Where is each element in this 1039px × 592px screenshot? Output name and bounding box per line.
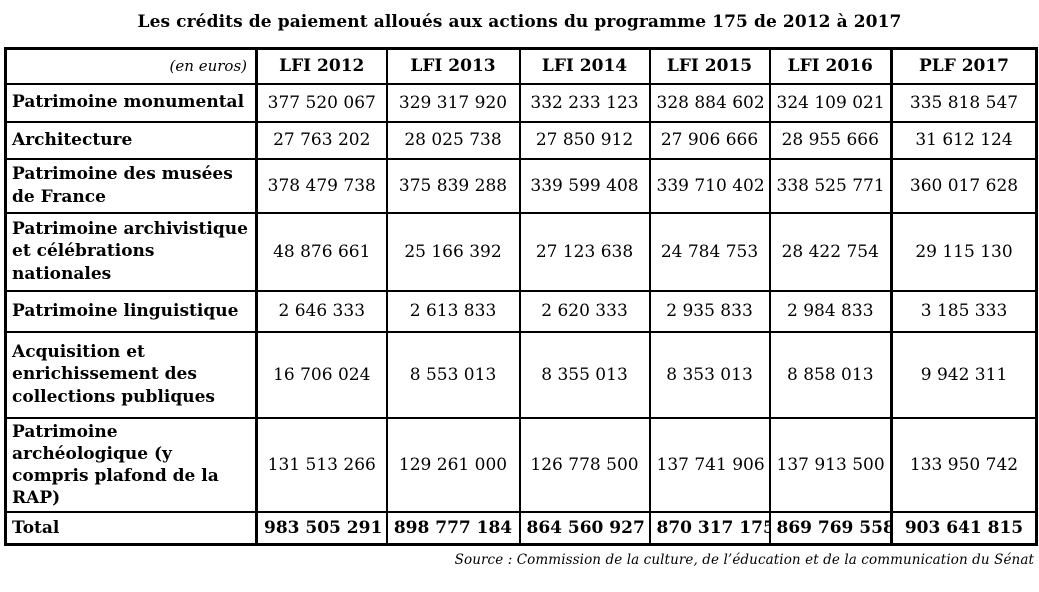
row-architecture: Architecture 27 763 202 28 025 738 27 85… — [4, 120, 1038, 160]
value-cell: 2 646 333 — [255, 289, 388, 333]
value-cell: 8 858 013 — [768, 330, 893, 419]
page-title: Les crédits de paiement alloués aux acti… — [137, 12, 902, 32]
value-cell: 339 599 408 — [518, 157, 651, 214]
value-cell: 328 884 602 — [648, 82, 771, 123]
column-header-lfi-2015: LFI 2015 — [648, 47, 771, 85]
value-cell: 377 520 067 — [255, 82, 388, 123]
value-cell: 375 839 288 — [385, 157, 521, 214]
value-cell: 8 353 013 — [648, 330, 771, 419]
value-cell: 137 741 906 — [648, 416, 771, 513]
value-cell: 2 620 333 — [518, 289, 651, 333]
row-label: Total — [4, 510, 258, 546]
value-cell: 8 553 013 — [385, 330, 521, 419]
row-label: Patrimoine linguistique — [4, 289, 258, 333]
column-header-lfi-2016: LFI 2016 — [768, 47, 893, 85]
row-label: Patrimoine archéologique (y compris plaf… — [4, 416, 258, 513]
value-cell: 27 123 638 — [518, 211, 651, 292]
value-cell: 324 109 021 — [768, 82, 893, 123]
document-page: Les crédits de paiement alloués aux acti… — [4, 12, 1038, 569]
value-cell: 29 115 130 — [890, 211, 1038, 292]
column-header-lfi-2014: LFI 2014 — [518, 47, 651, 85]
value-cell: 24 784 753 — [648, 211, 771, 292]
value-cell: 332 233 123 — [518, 82, 651, 123]
value-cell: 2 984 833 — [768, 289, 893, 333]
value-cell: 31 612 124 — [890, 120, 1038, 160]
credits-table: (en euros) LFI 2012 LFI 2013 LFI 2014 LF… — [4, 47, 1038, 547]
value-cell: 28 955 666 — [768, 120, 893, 160]
value-cell: 360 017 628 — [890, 157, 1038, 214]
value-cell: 126 778 500 — [518, 416, 651, 513]
unit-label-cell: (en euros) — [4, 47, 258, 85]
column-header-plf-2017: PLF 2017 — [890, 47, 1038, 85]
row-acquisition-collections: Acquisition et enrichissement des collec… — [4, 330, 1038, 419]
value-cell: 28 025 738 — [385, 120, 521, 160]
value-cell: 378 479 738 — [255, 157, 388, 214]
column-header-lfi-2012: LFI 2012 — [255, 47, 388, 85]
row-patrimoine-linguistique: Patrimoine linguistique 2 646 333 2 613 … — [4, 289, 1038, 333]
row-total: Total 983 505 291 898 777 184 864 560 92… — [4, 510, 1038, 546]
value-cell: 133 950 742 — [890, 416, 1038, 513]
row-patrimoine-archivistique: Patrimoine archivistique et célébrations… — [4, 211, 1038, 292]
value-cell: 131 513 266 — [255, 416, 388, 513]
value-cell: 335 818 547 — [890, 82, 1038, 123]
value-cell: 338 525 771 — [768, 157, 893, 214]
row-label: Acquisition et enrichissement des collec… — [4, 330, 258, 419]
value-cell: 903 641 815 — [890, 510, 1038, 546]
table-header-row: (en euros) LFI 2012 LFI 2013 LFI 2014 LF… — [4, 47, 1038, 85]
column-header-lfi-2013: LFI 2013 — [385, 47, 521, 85]
value-cell: 870 317 175 — [648, 510, 771, 546]
value-cell: 27 850 912 — [518, 120, 651, 160]
value-cell: 329 317 920 — [385, 82, 521, 123]
row-label: Patrimoine archivistique et célébrations… — [4, 211, 258, 292]
value-cell: 2 935 833 — [648, 289, 771, 333]
value-cell: 48 876 661 — [255, 211, 388, 292]
row-label: Architecture — [4, 120, 258, 160]
value-cell: 25 166 392 — [385, 211, 521, 292]
value-cell: 9 942 311 — [890, 330, 1038, 419]
value-cell: 129 261 000 — [385, 416, 521, 513]
value-cell: 864 560 927 — [518, 510, 651, 546]
value-cell: 898 777 184 — [385, 510, 521, 546]
value-cell: 983 505 291 — [255, 510, 388, 546]
value-cell: 3 185 333 — [890, 289, 1038, 333]
row-label: Patrimoine monumental — [4, 82, 258, 123]
row-label: Patrimoine des musées de France — [4, 157, 258, 214]
value-cell: 869 769 558 — [768, 510, 893, 546]
value-cell: 27 906 666 — [648, 120, 771, 160]
value-cell: 16 706 024 — [255, 330, 388, 419]
row-patrimoine-archeologique: Patrimoine archéologique (y compris plaf… — [4, 416, 1038, 513]
value-cell: 28 422 754 — [768, 211, 893, 292]
value-cell: 27 763 202 — [255, 120, 388, 160]
value-cell: 137 913 500 — [768, 416, 893, 513]
value-cell: 8 355 013 — [518, 330, 651, 419]
source-note: Source : Commission de la culture, de l’… — [454, 552, 1034, 569]
row-patrimoine-musees-de-france: Patrimoine des musées de France 378 479 … — [4, 157, 1038, 214]
value-cell: 339 710 402 — [648, 157, 771, 214]
row-patrimoine-monumental: Patrimoine monumental 377 520 067 329 31… — [4, 82, 1038, 123]
value-cell: 2 613 833 — [385, 289, 521, 333]
